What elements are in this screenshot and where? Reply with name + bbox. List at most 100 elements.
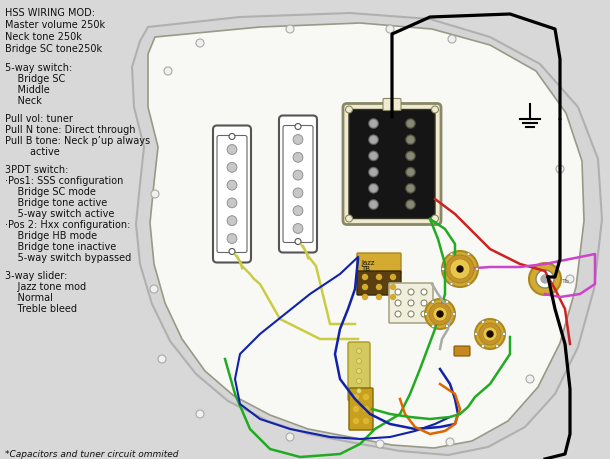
Circle shape [442,268,445,271]
Circle shape [408,289,414,295]
Circle shape [370,121,376,127]
Circle shape [421,300,427,306]
Text: Bridge HB mode: Bridge HB mode [5,230,97,241]
Circle shape [295,225,301,233]
Circle shape [442,252,478,287]
FancyBboxPatch shape [389,283,433,323]
FancyBboxPatch shape [383,99,401,111]
Text: Jazz: Jazz [361,259,375,265]
Circle shape [446,438,454,446]
Circle shape [362,285,367,290]
Circle shape [295,172,301,179]
Circle shape [429,303,451,325]
Text: Jazz tone mod: Jazz tone mod [5,281,86,291]
Circle shape [229,218,235,225]
Circle shape [406,135,415,146]
Circle shape [293,189,303,198]
Circle shape [354,407,359,412]
Circle shape [196,40,204,48]
Text: TB: TB [361,265,370,271]
Circle shape [293,135,303,145]
Circle shape [356,389,362,394]
Circle shape [406,184,415,194]
Circle shape [475,333,478,336]
Circle shape [479,323,501,345]
Circle shape [362,295,367,300]
Circle shape [229,249,235,255]
Text: Bridge SC mode: Bridge SC mode [5,187,96,196]
Circle shape [151,190,159,199]
Circle shape [295,208,301,215]
Text: HSS WIRING MOD:: HSS WIRING MOD: [5,8,95,18]
Circle shape [541,275,549,283]
Text: Middle: Middle [5,85,50,95]
Circle shape [229,164,235,171]
FancyBboxPatch shape [349,388,373,430]
Circle shape [406,200,415,210]
Circle shape [286,433,294,441]
Circle shape [386,26,394,34]
Circle shape [376,275,381,280]
Circle shape [536,270,554,288]
FancyBboxPatch shape [279,116,317,253]
Circle shape [364,395,368,400]
Circle shape [529,263,561,295]
FancyBboxPatch shape [343,104,441,225]
Circle shape [229,147,235,154]
Circle shape [483,327,497,341]
Circle shape [390,295,395,300]
Circle shape [425,313,428,316]
Circle shape [227,181,237,190]
Circle shape [450,283,453,285]
FancyBboxPatch shape [213,126,251,263]
FancyBboxPatch shape [307,130,312,239]
Circle shape [408,300,414,306]
Circle shape [431,107,439,114]
Circle shape [390,275,395,280]
FancyBboxPatch shape [283,126,313,243]
Text: 5-way switch active: 5-way switch active [5,208,115,218]
Circle shape [481,345,484,348]
Circle shape [407,154,414,160]
Circle shape [227,234,237,244]
Circle shape [406,168,415,178]
Circle shape [370,154,376,160]
Circle shape [295,124,301,130]
Text: ·Pos 2: Hxx configuration:: ·Pos 2: Hxx configuration: [5,219,131,230]
Circle shape [368,135,378,146]
Circle shape [450,259,470,280]
Circle shape [158,355,166,363]
Circle shape [150,285,158,293]
Circle shape [370,186,376,192]
Text: Normal: Normal [5,292,53,302]
Circle shape [227,163,237,173]
Circle shape [376,440,384,448]
FancyBboxPatch shape [357,253,401,274]
Circle shape [370,137,376,143]
Text: Pull vol: tuner: Pull vol: tuner [5,114,73,124]
Text: ·Pos1: SSS configuration: ·Pos1: SSS configuration [5,176,123,185]
Text: *Capacitors and tuner circuit ommited: *Capacitors and tuner circuit ommited [5,449,179,458]
Text: Master volume 250k: Master volume 250k [5,20,105,30]
Circle shape [503,333,506,336]
Text: 5-way switch bypassed: 5-way switch bypassed [5,252,131,263]
Circle shape [425,299,455,329]
Circle shape [293,224,303,234]
Text: Bridge tone active: Bridge tone active [5,197,107,207]
Circle shape [370,202,376,208]
Circle shape [227,145,237,155]
Circle shape [390,285,395,290]
Circle shape [407,137,414,143]
FancyBboxPatch shape [357,271,401,295]
Circle shape [370,170,376,176]
Circle shape [481,321,484,324]
Circle shape [421,289,427,295]
FancyBboxPatch shape [454,346,470,356]
Circle shape [368,119,378,129]
Circle shape [437,311,443,317]
Circle shape [566,275,574,283]
Circle shape [356,359,362,364]
Circle shape [526,375,534,383]
Text: 3PDT switch:: 3PDT switch: [5,165,68,174]
Circle shape [431,301,434,304]
